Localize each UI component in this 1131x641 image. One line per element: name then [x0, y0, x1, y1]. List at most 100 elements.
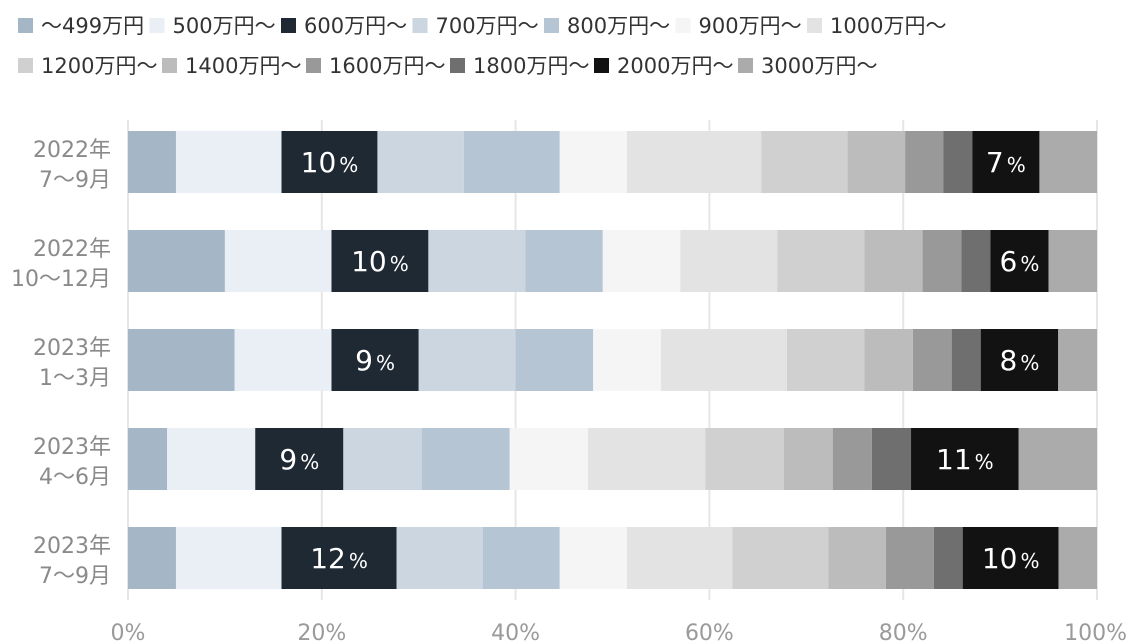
bar-data-label: 11%: [936, 443, 994, 476]
legend-label: 1800万円〜: [473, 54, 589, 78]
bar-row: 10% 6%: [128, 230, 1097, 292]
bar-data-label: 9%: [279, 443, 319, 476]
legend-item: 3000万円〜: [738, 54, 877, 78]
bars: 10% 7 % 10% 6 % 9% 8 % 9% 11 % 12% 10%: [128, 131, 1097, 589]
legend-swatch: [18, 18, 33, 33]
x-tick-label: 0%: [111, 621, 146, 641]
bar-segment: [905, 131, 944, 193]
bar-segment: [828, 527, 886, 589]
legend-item: 1800万円〜: [450, 54, 589, 78]
bar-segment: [331, 329, 419, 391]
bar-segment: [680, 230, 778, 292]
bar-segment: [786, 329, 865, 391]
bar-segment: [961, 230, 991, 292]
bar-segment: [175, 527, 282, 589]
legend-item: 〜499万円: [18, 14, 144, 38]
bar-segment: [912, 329, 952, 391]
bar-data-label: 10%: [351, 245, 409, 278]
bar-segment: [832, 428, 872, 490]
bar-data-label: 10%: [301, 146, 359, 179]
x-tick-label: 40%: [491, 621, 540, 641]
bar-segment: [1058, 527, 1097, 589]
bar-segment: [377, 131, 464, 193]
bar-segment: [933, 527, 963, 589]
bar-data-label: 9%: [355, 344, 395, 377]
bar-segment: [911, 428, 1019, 490]
bar-segment: [1039, 131, 1097, 193]
bar-row: 12% 10%: [128, 527, 1097, 589]
bar-segment: [885, 527, 934, 589]
legend-label: 1600万円〜: [329, 54, 445, 78]
bar-segment: [175, 131, 282, 193]
legend-label: 〜499万円: [41, 14, 144, 38]
legend-item: 2000万円〜: [594, 54, 733, 78]
category-label: 2023年: [33, 534, 111, 559]
legend-label: 1400万円〜: [185, 54, 301, 78]
category-label: 2023年: [33, 435, 111, 460]
bar-segment: [783, 428, 833, 490]
bar-segment: [255, 428, 344, 490]
bar-segment: [128, 527, 176, 589]
legend-swatch: [544, 18, 559, 33]
category-labels: 2022年 7〜9月 2022年 10〜12月 2023年 1〜3月 2023年 4〜6月 20…: [11, 138, 111, 589]
legend-label: 700万円〜: [436, 14, 539, 38]
bar-segment: [847, 131, 906, 193]
bar-segment: [559, 131, 627, 193]
bar-segment: [705, 428, 784, 490]
bar-segment: [463, 131, 560, 193]
bar-segment: [660, 329, 787, 391]
legend-label: 2000万円〜: [617, 54, 733, 78]
bar-data-label: 7%: [986, 146, 1026, 179]
bar-segment: [418, 329, 516, 391]
x-axis-ticks: 0% 20% 40% 60% 80% 100%: [111, 621, 1127, 641]
legend-label: 800万円〜: [567, 14, 670, 38]
bar-segment: [343, 428, 422, 490]
legend-label: 500万円〜: [173, 14, 276, 38]
x-tick-label: 100%: [1064, 621, 1127, 641]
legend-swatch: [306, 58, 321, 73]
bar-segment: [167, 428, 256, 490]
legend-label: 1200万円〜: [41, 54, 157, 78]
bar-segment: [864, 329, 913, 391]
bar-segment: [396, 527, 483, 589]
bar-segment: [588, 428, 706, 490]
legend-swatch: [594, 58, 609, 73]
bar-data-label: 6%: [1000, 245, 1040, 278]
legend-swatch: [412, 18, 428, 33]
bar-segment: [331, 230, 429, 292]
bar-segment: [626, 131, 762, 193]
bar-segment: [281, 131, 378, 193]
legend-item: 1600万円〜: [306, 54, 445, 78]
category-label: 1〜3月: [39, 366, 111, 391]
legend-item: 1000万円〜: [807, 14, 946, 38]
category-label: 7〜9月: [39, 168, 111, 193]
bar-segment: [871, 428, 912, 490]
bar-segment: [224, 230, 332, 292]
category-label: 2022年: [33, 237, 111, 262]
bar-segment: [732, 527, 829, 589]
legend-swatch: [162, 58, 177, 73]
bar-segment: [1058, 329, 1097, 391]
bar-segment: [864, 230, 923, 292]
legend-label: 900万円〜: [699, 14, 802, 38]
legend-swatch: [18, 58, 33, 73]
bar-segment: [951, 329, 981, 391]
bar-segment: [428, 230, 526, 292]
bar-data-label: 10%: [982, 542, 1040, 575]
legend-swatch: [149, 18, 165, 33]
legend-label: 3000万円〜: [761, 54, 877, 78]
category-label: 10〜12月: [11, 267, 111, 292]
bar-segment: [761, 131, 848, 193]
bar-segment: [1018, 428, 1097, 490]
bar-segment: [281, 527, 397, 589]
bar-segment: [972, 131, 1040, 193]
bar-segment: [128, 230, 225, 292]
x-tick-label: 80%: [879, 621, 928, 641]
legend-item: 600万円〜: [281, 14, 407, 38]
category-label: 7〜9月: [39, 564, 111, 589]
legend-swatch: [807, 18, 822, 33]
category-label: 4〜6月: [39, 465, 111, 490]
legend-item: 800万円〜: [544, 14, 670, 38]
legend-swatch: [738, 58, 753, 73]
bar-segment: [482, 527, 560, 589]
